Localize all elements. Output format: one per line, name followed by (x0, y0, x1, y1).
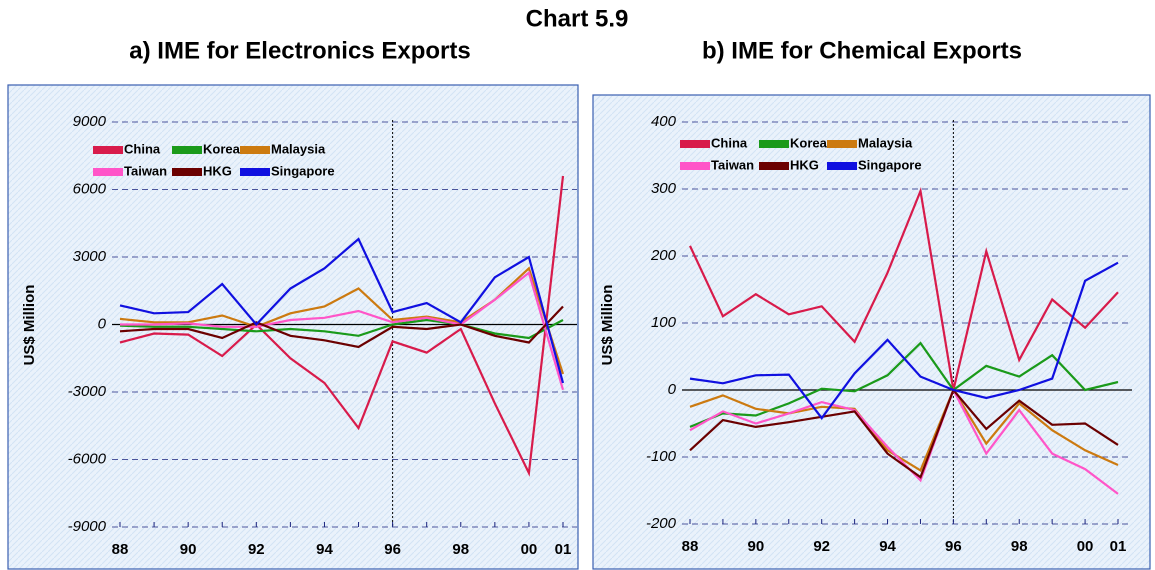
x-tick-label: 98 (452, 541, 469, 558)
x-tick-label: 98 (1011, 538, 1028, 555)
legend-swatch (827, 140, 857, 148)
y-tick-label: -200 (646, 515, 677, 532)
x-tick-label: 88 (682, 538, 699, 555)
y-axis-label: US$ Million (21, 285, 38, 366)
legend-swatch (240, 146, 270, 154)
y-tick-label: 6000 (73, 180, 107, 197)
legend-label: Taiwan (711, 157, 754, 172)
legend-label: Malaysia (271, 141, 326, 156)
series-line (689, 387, 1119, 479)
y-tick-label: -9000 (68, 518, 107, 535)
legend-swatch (172, 168, 202, 176)
y-tick-label: 3000 (73, 248, 107, 265)
plot-background (592, 94, 1151, 570)
series-line (689, 387, 1119, 495)
legend-swatch (93, 168, 123, 176)
panel-title: a) IME for Electronics Exports (129, 37, 470, 64)
x-tick-label: 01 (555, 541, 572, 558)
x-tick-label: 92 (813, 538, 830, 555)
series-line (120, 270, 565, 391)
legend-label: China (711, 135, 748, 150)
x-tick-label: 94 (316, 541, 333, 558)
y-tick-label: 9000 (73, 113, 107, 130)
legend-label: Malaysia (858, 135, 913, 150)
legend-label: Korea (203, 141, 241, 156)
y-tick-label: -3000 (68, 383, 107, 400)
series-line (689, 387, 1119, 473)
legend-label: Taiwan (124, 163, 167, 178)
x-tick-label: 90 (748, 538, 765, 555)
y-tick-label: 300 (651, 180, 677, 197)
series-line (119, 318, 564, 340)
y-tick-label: 0 (668, 381, 677, 398)
x-tick-label: 01 (1110, 538, 1127, 555)
plot-background (7, 84, 579, 570)
x-tick-label: 90 (180, 541, 197, 558)
series-line (119, 175, 565, 477)
y-tick-label: -6000 (68, 450, 107, 467)
legend-label: HKG (790, 157, 819, 172)
series-line (119, 305, 564, 349)
y-tick-label: 400 (651, 113, 677, 130)
y-tick-label: 0 (98, 315, 107, 332)
series-line (689, 261, 1119, 420)
legend-label: Singapore (271, 163, 335, 178)
y-tick-label: 200 (650, 247, 677, 264)
legend-swatch (240, 168, 270, 176)
series-line (119, 237, 565, 384)
x-tick-label: 92 (248, 541, 265, 558)
legend-swatch (680, 140, 710, 148)
y-tick-label: 100 (651, 314, 677, 331)
legend-swatch (680, 162, 710, 170)
page-title: Chart 5.9 (526, 5, 629, 32)
x-tick-label: 94 (879, 538, 896, 555)
x-tick-label: 00 (521, 541, 538, 558)
legend-swatch (93, 146, 123, 154)
y-tick-label: -100 (646, 448, 677, 465)
x-tick-label: 96 (384, 541, 401, 558)
x-tick-label: 88 (112, 541, 129, 558)
legend-swatch (759, 140, 789, 148)
legend-swatch (172, 146, 202, 154)
legend-label: HKG (203, 163, 232, 178)
legend-swatch (759, 162, 789, 170)
legend-label: Korea (790, 135, 828, 150)
y-axis-label: US$ Million (599, 285, 616, 366)
legend-swatch (827, 162, 857, 170)
panel-title: b) IME for Chemical Exports (702, 37, 1022, 64)
legend-label: China (124, 141, 161, 156)
x-tick-label: 96 (945, 538, 962, 555)
series-line (689, 186, 1119, 391)
legend-label: Singapore (858, 157, 922, 172)
x-tick-label: 00 (1077, 538, 1094, 555)
